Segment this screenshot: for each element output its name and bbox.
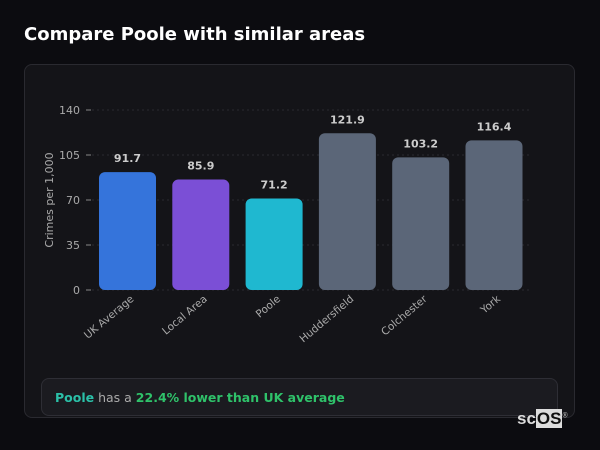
bar — [392, 157, 450, 290]
logo-text-os: OS — [535, 409, 563, 428]
y-tick-label: 35 — [66, 239, 80, 252]
bar-value-label: 116.4 — [477, 120, 512, 133]
x-tick-label: Colchester — [379, 293, 430, 339]
x-tick-label: Poole — [254, 293, 283, 320]
y-tick-label: 70 — [66, 194, 80, 207]
summary-area: Poole — [55, 390, 95, 405]
bar — [245, 198, 303, 290]
summary-highlight: 22.4% lower than UK average — [135, 390, 345, 405]
summary-box: Poole has a 22.4% lower than UK average — [41, 378, 558, 416]
bar-value-label: 85.9 — [187, 160, 214, 173]
scos-logo: scOS® — [517, 409, 568, 428]
y-tick-label: 105 — [59, 149, 80, 162]
y-tick-label: 140 — [59, 104, 80, 117]
bar — [172, 179, 230, 290]
bar-value-label: 71.2 — [261, 178, 288, 191]
logo-text: sc — [517, 409, 536, 428]
x-tick-label: York — [478, 293, 504, 317]
page-title: Compare Poole with similar areas — [24, 24, 366, 45]
summary-text: has a — [94, 390, 136, 405]
bar — [465, 140, 523, 290]
bar-value-label: 121.9 — [330, 113, 365, 126]
x-tick-label: UK Average — [82, 293, 136, 341]
bar — [99, 172, 156, 290]
y-axis-label: Crimes per 1,000 — [43, 152, 56, 247]
x-tick-label: Local Area — [160, 293, 210, 337]
x-tick-label: Huddersfield — [297, 293, 356, 345]
bar — [318, 133, 376, 290]
bar-value-label: 91.7 — [114, 152, 141, 165]
bar-value-label: 103.2 — [403, 137, 438, 150]
y-tick-label: 0 — [73, 284, 80, 297]
